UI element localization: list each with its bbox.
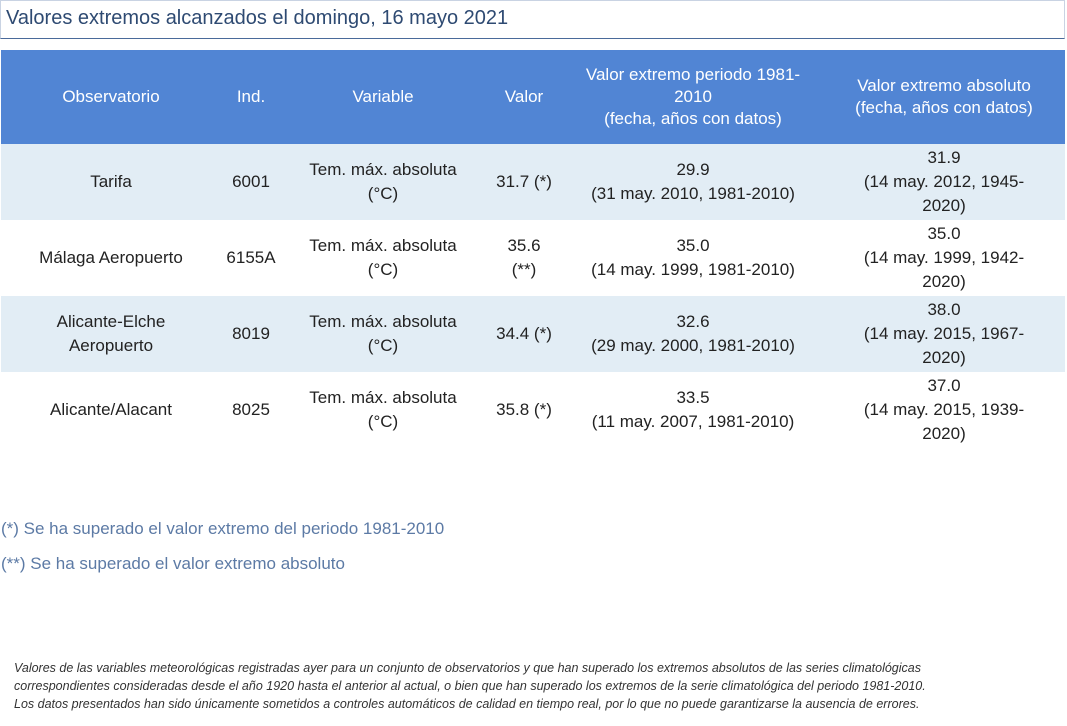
note-periodo: (*) Se ha superado el valor extremo del … <box>1 519 445 538</box>
cell-line: Valor extremo periodo 1981- <box>585 65 801 84</box>
cell-ind: 8025 <box>221 372 281 448</box>
cell-line: (14 may. 2015, 1967- <box>863 324 1025 343</box>
cell-valor: 35.8 (*) <box>485 372 563 448</box>
table-row: Málaga Aeropuerto 6155A Tem. máx. absolu… <box>1 220 1065 296</box>
col-header-valor: Valor <box>485 50 563 144</box>
cell-line: (fecha, años con datos) <box>855 98 1033 117</box>
cell-observatorio: Málaga Aeropuerto <box>1 220 221 296</box>
cell-valor: 31.7 (*) <box>485 144 563 220</box>
footer-line: Los datos presentados han sido únicament… <box>14 697 920 711</box>
cell-line: (14 may. 1999, 1981-2010) <box>591 260 795 279</box>
cell-extremo-absoluto: 38.0 (14 may. 2015, 1967- 2020) <box>823 296 1065 372</box>
cell-line: 34.4 (*) <box>496 324 552 343</box>
page-title: Valores extremos alcanzados el domingo, … <box>6 7 509 29</box>
col-header-extremo-periodo: Valor extremo periodo 1981- 2010 (fecha, a… <box>563 50 823 144</box>
table-row: Tarifa 6001 Tem. máx. absoluta (°C) 31.7 … <box>1 144 1065 220</box>
col-header-extremo-absoluto: Valor extremo absoluto (fecha, años con d… <box>823 50 1065 144</box>
cell-variable: Tem. máx. absoluta (°C) <box>281 296 485 372</box>
cell-extremo-periodo: 35.0 (14 may. 1999, 1981-2010) <box>563 220 823 296</box>
cell-line: 35.6 <box>507 236 541 255</box>
cell-line: 29.9 <box>676 160 710 179</box>
cell-line: (14 may. 2015, 1939- <box>863 400 1025 419</box>
cell-variable: Tem. máx. absoluta (°C) <box>281 144 485 220</box>
cell-observatorio: Alicante/Alacant <box>1 372 221 448</box>
cell-line: Tarifa <box>90 172 132 191</box>
col-header-observatorio: Observatorio <box>1 50 221 144</box>
col-header-variable: Variable <box>281 50 485 144</box>
cell-line: (°C) <box>367 412 399 431</box>
cell-line: Tem. máx. absoluta <box>309 312 457 331</box>
footer-line: correspondientes consideradas desde el a… <box>14 679 926 693</box>
table-header-row: Observatorio Ind. Variable Valor Valor e… <box>1 50 1065 144</box>
cell-line: 2010 <box>674 87 712 106</box>
extremes-table: Observatorio Ind. Variable Valor Valor e… <box>1 50 1065 448</box>
cell-line: (31 may. 2010, 1981-2010) <box>591 184 795 203</box>
cell-line: (11 may. 2007, 1981-2010) <box>591 412 795 431</box>
table-row: Alicante/Alacant 8025 Tem. máx. absoluta… <box>1 372 1065 448</box>
cell-line: 32.6 <box>676 312 710 331</box>
cell-ind: 8019 <box>221 296 281 372</box>
cell-valor: 34.4 (*) <box>485 296 563 372</box>
cell-variable: Tem. máx. absoluta (°C) <box>281 372 485 448</box>
cell-line: (29 may. 2000, 1981-2010) <box>591 336 795 355</box>
col-header-ind: Ind. <box>221 50 281 144</box>
cell-line: Observatorio <box>62 87 160 106</box>
cell-line: 2020) <box>922 348 966 367</box>
cell-extremo-absoluto: 31.9 (14 may. 2012, 1945- 2020) <box>823 144 1065 220</box>
cell-extremo-periodo: 33.5 (11 may. 2007, 1981-2010) <box>563 372 823 448</box>
note-absoluto: (**) Se ha superado el valor extremo abs… <box>1 554 345 573</box>
cell-line: (14 may. 2012, 1945- <box>863 172 1025 191</box>
cell-extremo-periodo: 32.6 (29 may. 2000, 1981-2010) <box>563 296 823 372</box>
footer-line: Valores de las variables meteorológicas … <box>14 661 921 675</box>
cell-line: (**) <box>511 260 537 279</box>
cell-line: Alicante/Alacant <box>50 400 172 419</box>
cell-line: 33.5 <box>676 388 710 407</box>
cell-line: Alicante-Elche <box>56 312 166 331</box>
cell-extremo-periodo: 29.9 (31 may. 2010, 1981-2010) <box>563 144 823 220</box>
cell-line: Variable <box>352 87 414 106</box>
cell-line: Málaga Aeropuerto <box>39 248 183 267</box>
footer-disclaimer: Valores de las variables meteorológicas … <box>14 659 1054 713</box>
cell-ind: 6155A <box>221 220 281 296</box>
cell-variable: Tem. máx. absoluta (°C) <box>281 220 485 296</box>
cell-observatorio: Alicante-Elche Aeropuerto <box>1 296 221 372</box>
cell-line: 35.0 <box>676 236 710 255</box>
cell-line: 2020) <box>922 196 966 215</box>
cell-line: 31.7 (*) <box>496 172 552 191</box>
cell-line: 35.0 <box>927 224 961 243</box>
cell-line: (°C) <box>367 184 399 203</box>
cell-ind: 6001 <box>221 144 281 220</box>
cell-extremo-absoluto: 37.0 (14 may. 2015, 1939- 2020) <box>823 372 1065 448</box>
cell-line: 2020) <box>922 272 966 291</box>
cell-line: 35.8 (*) <box>496 400 552 419</box>
cell-line: Ind. <box>236 87 266 106</box>
cell-observatorio: Tarifa <box>1 144 221 220</box>
cell-line: (fecha, años con datos) <box>604 109 782 128</box>
cell-line: Tem. máx. absoluta <box>309 388 457 407</box>
cell-line: (14 may. 1999, 1942- <box>863 248 1025 267</box>
cell-line: Valor <box>504 87 544 106</box>
cell-line: Aeropuerto <box>68 336 154 355</box>
cell-line: (°C) <box>367 260 399 279</box>
cell-line: (°C) <box>367 336 399 355</box>
cell-valor: 35.6 (**) <box>485 220 563 296</box>
title-bar: Valores extremos alcanzados el domingo, … <box>0 0 1065 39</box>
cell-line: 2020) <box>922 424 966 443</box>
table-row: Alicante-Elche Aeropuerto 8019 Tem. máx. … <box>1 296 1065 372</box>
cell-extremo-absoluto: 35.0 (14 may. 1999, 1942- 2020) <box>823 220 1065 296</box>
cell-line: Valor extremo absoluto <box>857 76 1031 95</box>
cell-line: 31.9 <box>927 148 961 167</box>
cell-line: 37.0 <box>927 376 961 395</box>
cell-line: Tem. máx. absoluta <box>309 236 457 255</box>
cell-line: Tem. máx. absoluta <box>309 160 457 179</box>
cell-line: 38.0 <box>927 300 961 319</box>
